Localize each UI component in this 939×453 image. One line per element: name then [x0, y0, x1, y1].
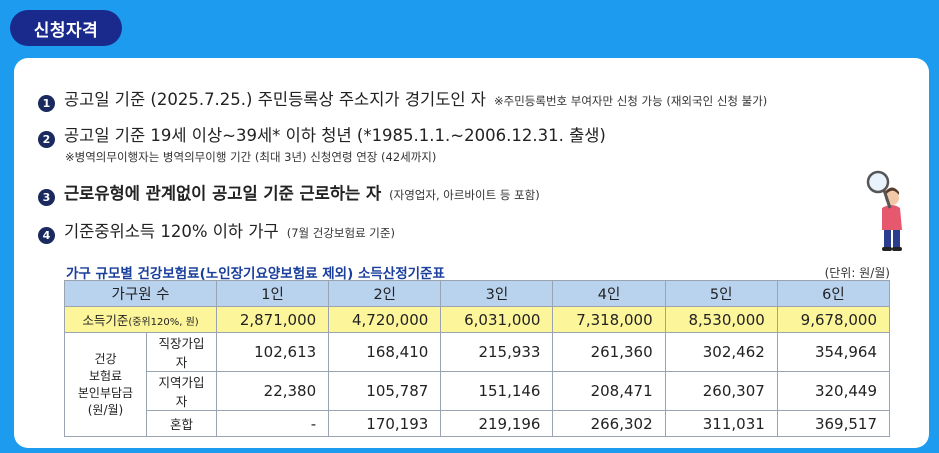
income-standard-row: 소득기준(중위120%, 원) 2,871,000 4,720,000 6,03… — [64, 306, 891, 333]
table-cell: 260,307 — [664, 371, 778, 411]
table-cell: 311,031 — [664, 410, 778, 437]
table-cell: 151,146 — [440, 371, 554, 411]
criterion-4-note: (7월 건강보험료 기준) — [286, 226, 395, 240]
table-cell: 369,517 — [776, 410, 891, 437]
header-col: 3인 — [440, 280, 554, 307]
insurance-group-label: 건강 보험료 본인부담금 (원/월) — [64, 332, 147, 437]
header-col: 6인 — [776, 280, 891, 307]
table-cell: - — [215, 410, 330, 437]
table-row: 지역가입자 22,380 105,787 151,146 208,471 260… — [65, 371, 891, 411]
table-cell: 266,302 — [552, 410, 666, 437]
criterion-3-note: (자영업자, 아르바이트 등 포함) — [389, 188, 540, 202]
table-cell: 170,193 — [328, 410, 442, 437]
header-household: 가구원 수 — [64, 280, 217, 307]
income-table: 가구원 수 1인 2인 3인 4인 5인 6인 소득기준(중위120%, 원) … — [64, 280, 891, 437]
row-label: 직장가입자 — [146, 332, 217, 372]
table-row: 건강 보험료 본인부담금 (원/월) 직장가입자 102,613 168,410… — [64, 332, 891, 437]
row-label: 혼합 — [146, 410, 217, 437]
table-cell: 4,720,000 — [328, 306, 442, 333]
table-cell: 168,410 — [328, 332, 442, 372]
person-with-magnifier-icon — [866, 170, 902, 251]
criterion-1-note: ※주민등록번호 부여자만 신청 가능 (재외국인 신청 불가) — [493, 94, 768, 108]
table-cell: 105,787 — [328, 371, 442, 411]
table-cell: 7,318,000 — [552, 306, 666, 333]
row-label: 지역가입자 — [146, 371, 217, 411]
table-cell: 219,196 — [440, 410, 554, 437]
criterion-2: 2 공고일 기준 19세 이상~39세* 이하 청년 (*1985.1.1.~2… — [38, 122, 606, 148]
table-cell: 102,613 — [215, 332, 330, 372]
table-cell: 261,360 — [552, 332, 666, 372]
table-cell: 2,871,000 — [215, 306, 330, 333]
criterion-2-text: 공고일 기준 19세 이상~39세* 이하 청년 (*1985.1.1.~200… — [64, 126, 606, 145]
header-col: 2인 — [328, 280, 442, 307]
table-cell: 22,380 — [215, 371, 330, 411]
table-cell: 208,471 — [552, 371, 666, 411]
table-cell: 215,933 — [440, 332, 554, 372]
header-col: 1인 — [215, 280, 330, 307]
table-cell: 8,530,000 — [664, 306, 778, 333]
number-2-icon: 2 — [38, 131, 55, 148]
criterion-3: 3 근로유형에 관계없이 공고일 기준 근로하는 자 (자영업자, 아르바이트 … — [38, 180, 540, 206]
header-col: 4인 — [552, 280, 666, 307]
table-cell: 354,964 — [776, 332, 891, 372]
criterion-1-text: 공고일 기준 (2025.7.25.) 주민등록상 주소지가 경기도인 자 — [64, 90, 486, 109]
header-col: 5인 — [664, 280, 778, 307]
income-standard-label: 소득기준(중위120%, 원) — [64, 306, 217, 333]
number-1-icon: 1 — [38, 95, 55, 112]
criterion-2-subnote: ※병역의무이행자는 병역의무이행 기간 (최대 3년) 신청연령 연장 (42세… — [65, 150, 437, 164]
table-row: 혼합 - 170,193 219,196 266,302 311,031 369… — [65, 410, 891, 437]
number-3-icon: 3 — [38, 189, 55, 206]
number-4-icon: 4 — [38, 227, 55, 244]
table-title: 가구 규모별 건강보험료(노인장기요양보험료 제외) 소득산정기준표 — [66, 266, 445, 282]
table-header-row: 가구원 수 1인 2인 3인 4인 5인 6인 — [64, 280, 891, 307]
section-badge: 신청자격 — [10, 10, 122, 46]
table-cell: 320,449 — [776, 371, 891, 411]
criterion-1: 1 공고일 기준 (2025.7.25.) 주민등록상 주소지가 경기도인 자 … — [38, 86, 768, 112]
criterion-4-text: 기준중위소득 120% 이하 가구 — [64, 222, 279, 241]
criterion-3-text: 근로유형에 관계없이 공고일 기준 근로하는 자 — [64, 184, 382, 203]
table-cell: 6,031,000 — [440, 306, 554, 333]
eligibility-panel: 1 공고일 기준 (2025.7.25.) 주민등록상 주소지가 경기도인 자 … — [14, 58, 929, 448]
criterion-4: 4 기준중위소득 120% 이하 가구 (7월 건강보험료 기준) — [38, 218, 395, 244]
table-cell: 9,678,000 — [776, 306, 891, 333]
table-cell: 302,462 — [664, 332, 778, 372]
table-unit: (단위: 원/월) — [824, 266, 890, 280]
